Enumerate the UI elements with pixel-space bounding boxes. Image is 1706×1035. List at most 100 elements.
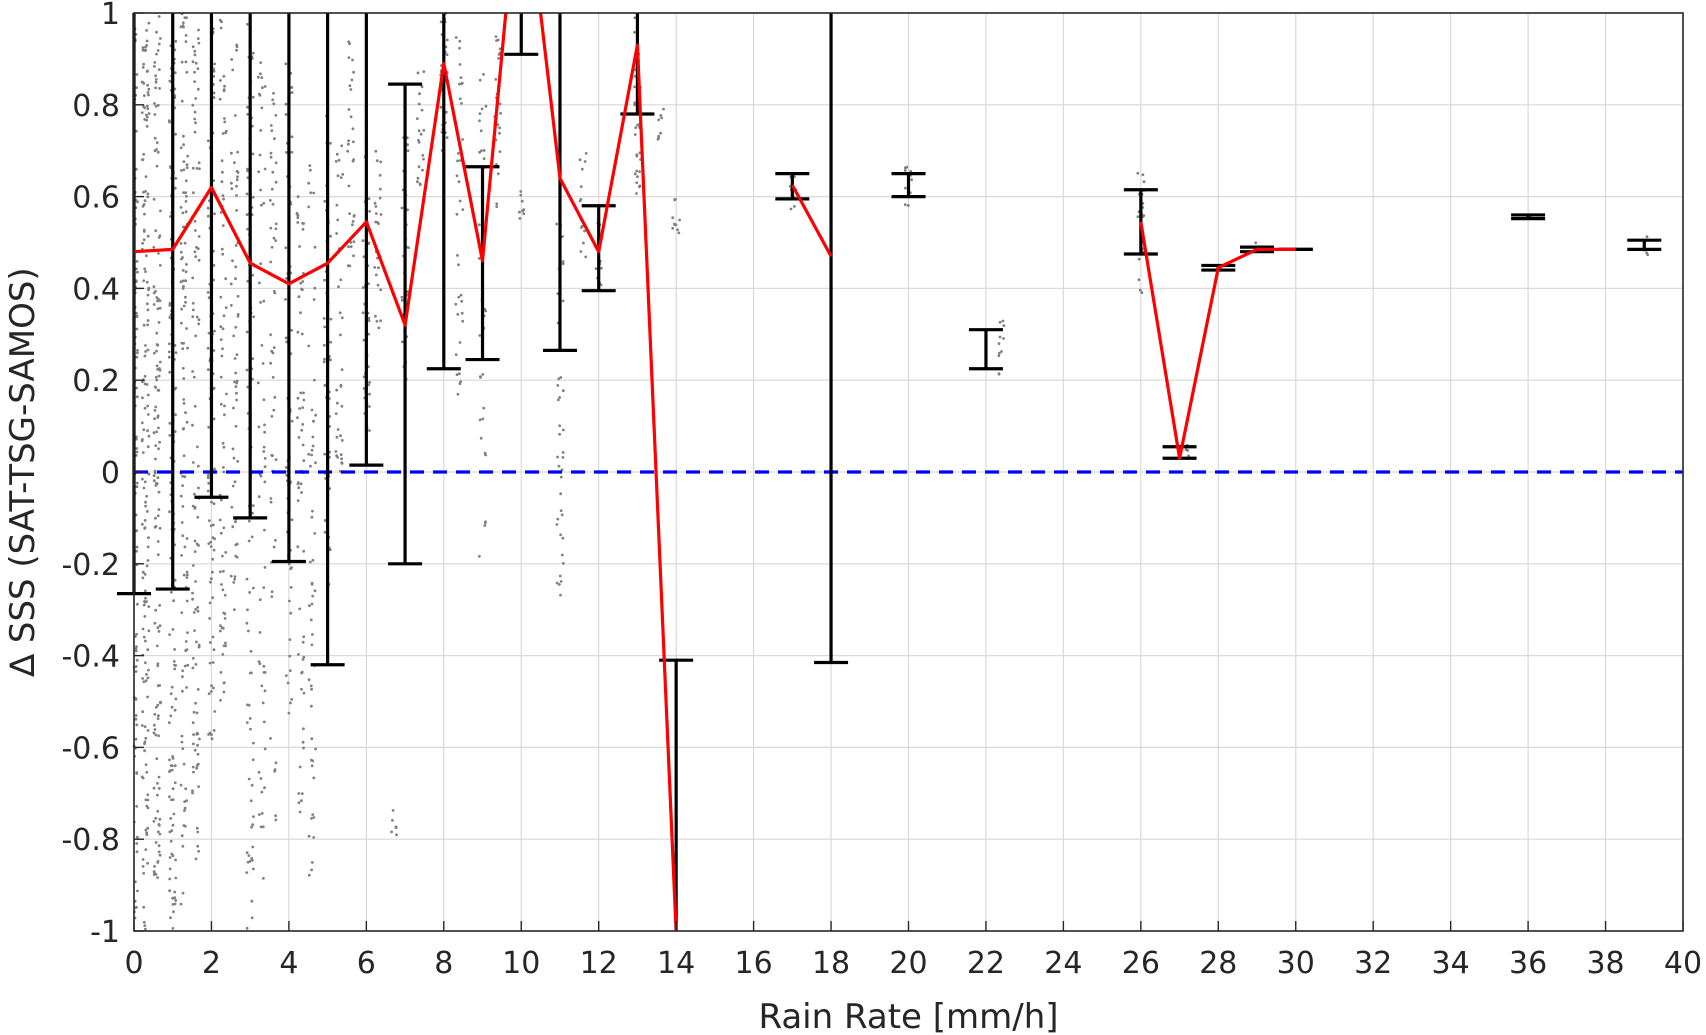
scatter-point — [141, 66, 145, 69]
scatter-point — [498, 150, 502, 154]
scatter-point — [183, 241, 187, 245]
scatter-point — [259, 72, 262, 76]
scatter-point — [312, 776, 316, 780]
scatter-point — [182, 143, 186, 147]
scatter-point — [212, 417, 216, 421]
scatter-point — [460, 299, 464, 303]
scatter-point — [311, 594, 315, 598]
scatter-point — [135, 529, 139, 533]
scatter-point — [286, 681, 290, 685]
scatter-point — [157, 508, 161, 511]
scatter-point — [181, 534, 185, 538]
scatter-point — [301, 406, 304, 409]
scatter-point — [351, 223, 354, 227]
scatter-point — [194, 701, 198, 705]
scatter-point — [157, 775, 161, 779]
scatter-point — [184, 200, 188, 203]
scatter-point — [259, 825, 263, 829]
scatter-point — [167, 355, 171, 359]
scatter-point — [307, 344, 311, 348]
scatter-point — [146, 404, 150, 408]
scatter-point — [262, 201, 266, 205]
scatter-point — [158, 684, 162, 687]
scatter-point — [251, 823, 255, 827]
scatter-point — [142, 603, 146, 607]
scatter-point — [135, 450, 139, 454]
scatter-point — [561, 262, 565, 266]
scatter-point — [230, 151, 233, 155]
scatter-point — [206, 346, 210, 350]
scatter-point — [136, 602, 139, 606]
scatter-point — [296, 416, 299, 420]
scatter-point — [422, 128, 426, 132]
scatter-point — [206, 476, 210, 480]
scatter-point — [594, 267, 598, 270]
scatter-point — [155, 164, 159, 168]
scatter-point — [290, 419, 294, 423]
scatter-point — [140, 724, 144, 727]
scatter-point — [158, 853, 162, 857]
scatter-point — [135, 645, 138, 648]
scatter-point — [174, 858, 178, 862]
scatter-point — [136, 270, 139, 274]
scatter-point — [422, 157, 425, 161]
scatter-point — [251, 152, 255, 156]
scatter-point — [302, 727, 305, 731]
scatter-point — [168, 316, 172, 319]
scatter-point — [146, 793, 150, 797]
scatter-point — [168, 633, 172, 636]
scatter-point — [142, 82, 146, 85]
scatter-point — [272, 408, 276, 412]
scatter-point — [361, 239, 365, 243]
scatter-point — [391, 819, 394, 822]
scatter-point — [207, 733, 211, 736]
scatter-point — [350, 78, 354, 82]
scatter-point — [297, 801, 301, 805]
scatter-point — [273, 137, 276, 141]
scatter-point — [212, 502, 216, 505]
scatter-point — [455, 174, 459, 178]
scatter-point — [146, 308, 150, 312]
scatter-point — [400, 295, 404, 299]
scatter-point — [310, 704, 313, 708]
scatter-point — [458, 341, 462, 344]
y-tick-label: -0.4 — [61, 640, 120, 675]
scatter-point — [142, 62, 146, 66]
scatter-point — [184, 34, 188, 37]
scatter-point — [245, 368, 249, 372]
scatter-point — [142, 871, 146, 875]
scatter-point — [234, 543, 238, 547]
scatter-point — [174, 697, 178, 701]
x-axis-label: Rain Rate [mm/h] — [758, 997, 1058, 1035]
scatter-point — [210, 690, 213, 693]
scatter-point — [251, 758, 255, 762]
scatter-point — [156, 782, 159, 785]
scatter-point — [456, 254, 459, 257]
scatter-point — [134, 665, 138, 668]
scatter-point — [458, 46, 461, 50]
scatter-point — [271, 375, 275, 379]
scatter-point — [351, 220, 355, 223]
scatter-point — [142, 680, 146, 684]
scatter-point — [558, 424, 562, 428]
error-bar — [891, 172, 926, 199]
scatter-point — [207, 481, 211, 485]
scatter-point — [635, 154, 639, 158]
y-tick-label: 1 — [101, 0, 120, 32]
scatter-point — [196, 743, 200, 747]
scatter-point — [662, 107, 665, 111]
scatter-point — [181, 347, 185, 351]
scatter-point — [185, 576, 189, 579]
scatter-point — [259, 129, 263, 132]
scatter-point — [336, 428, 340, 431]
scatter-point — [338, 311, 342, 315]
scatter-point — [136, 889, 139, 893]
scatter-point — [417, 138, 420, 142]
scatter-point — [633, 103, 637, 107]
scatter-point — [349, 115, 353, 119]
scatter-point — [561, 260, 565, 263]
scatter-point — [145, 804, 149, 808]
scatter-point — [379, 288, 383, 292]
scatter-point — [168, 342, 171, 346]
